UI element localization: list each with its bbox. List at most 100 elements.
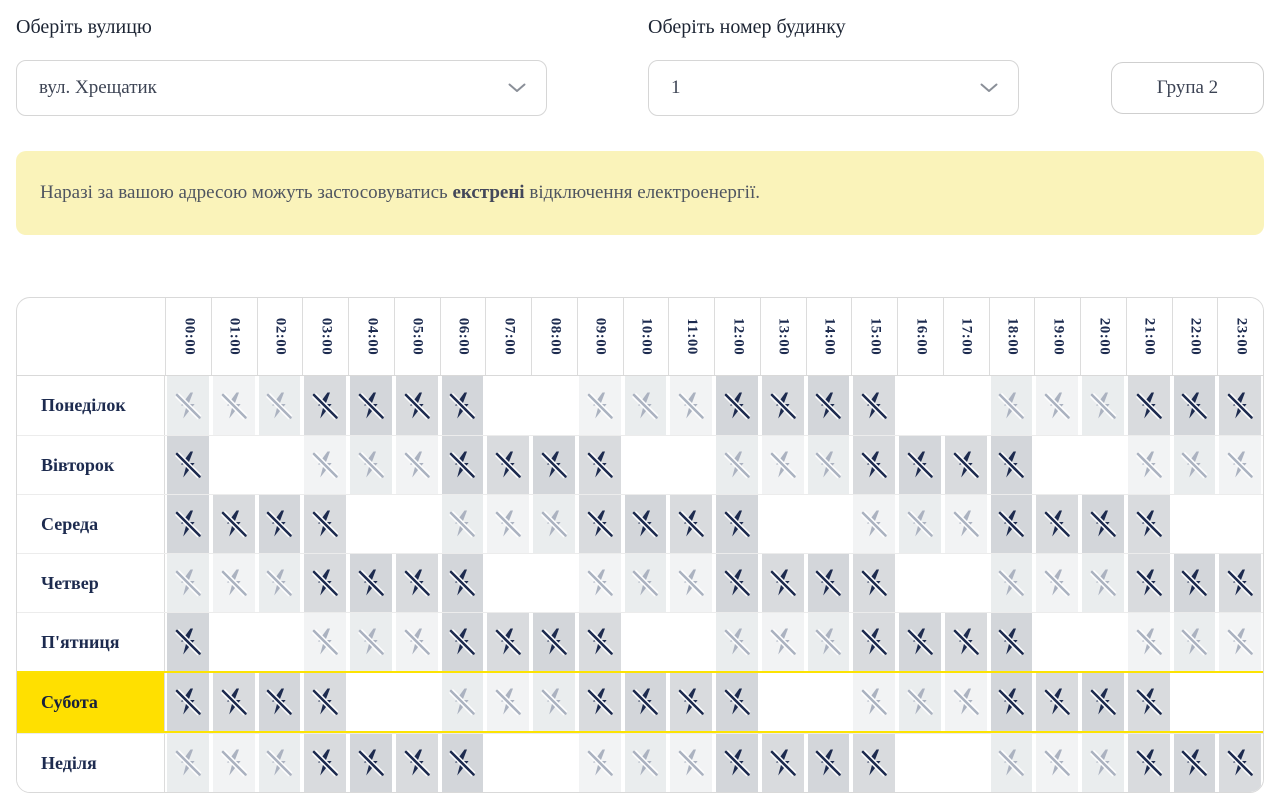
schedule-cell <box>393 376 440 435</box>
crossed-lightning-icon <box>265 687 293 717</box>
schedule-cell <box>576 436 623 494</box>
crossed-lightning-icon <box>265 391 293 421</box>
hour-header-09: 09:00 <box>576 298 623 375</box>
crossed-lightning-icon <box>677 509 705 539</box>
crossed-lightning-icon <box>1226 568 1254 598</box>
day-label: Вівторок <box>17 436 165 494</box>
schedule-cell <box>302 495 348 553</box>
crossed-lightning-icon <box>814 450 842 480</box>
schedule-cell <box>1217 436 1263 494</box>
schedule-cell <box>668 436 714 494</box>
crossed-lightning-icon <box>174 627 202 657</box>
schedule-cell <box>485 613 531 671</box>
schedule-cell <box>210 613 257 671</box>
schedule-cell <box>988 554 1035 612</box>
schedule-cell <box>988 673 1035 731</box>
crossed-lightning-icon <box>448 509 476 539</box>
schedule-cell <box>1125 554 1172 612</box>
schedule-cell <box>302 673 348 731</box>
house-field: Оберіть номер будинку 1 <box>648 14 1019 116</box>
crossed-lightning-icon <box>723 391 751 421</box>
schedule-cell <box>210 436 257 494</box>
schedule-cell <box>1125 376 1172 435</box>
crossed-lightning-icon <box>448 450 476 480</box>
schedule-cell <box>531 554 577 612</box>
crossed-lightning-icon <box>220 509 248 539</box>
crossed-lightning-icon <box>952 627 980 657</box>
schedule-cell <box>714 495 760 553</box>
schedule-cell <box>942 734 989 792</box>
schedule-cell <box>439 734 486 792</box>
crossed-lightning-icon <box>448 687 476 717</box>
street-select[interactable]: вул. Хрещатик <box>16 60 547 116</box>
schedule-cell <box>1171 554 1218 612</box>
crossed-lightning-icon <box>174 748 202 778</box>
hour-header-11: 11:00 <box>668 298 714 375</box>
schedule-cell <box>210 495 257 553</box>
schedule-cell <box>1171 734 1218 792</box>
schedule-cell <box>348 376 394 435</box>
crossed-lightning-icon <box>311 748 339 778</box>
schedule-cell <box>256 554 303 612</box>
schedule-cell <box>897 436 943 494</box>
schedule-cell <box>1125 436 1172 494</box>
crossed-lightning-icon <box>174 509 202 539</box>
crossed-lightning-icon <box>174 568 202 598</box>
crossed-lightning-icon <box>448 748 476 778</box>
crossed-lightning-icon <box>448 391 476 421</box>
crossed-lightning-icon <box>494 687 522 717</box>
schedule-cell <box>622 734 669 792</box>
schedule-cell <box>256 436 303 494</box>
schedule-cell <box>393 554 440 612</box>
hour-header-00: 00:00 <box>165 298 211 375</box>
crossed-lightning-icon <box>174 450 202 480</box>
schedule-cell <box>439 673 486 731</box>
schedule-cell <box>668 613 714 671</box>
crossed-lightning-icon <box>677 687 705 717</box>
schedule-cell <box>668 673 714 731</box>
schedule-cell <box>210 734 257 792</box>
crossed-lightning-icon <box>631 687 659 717</box>
crossed-lightning-icon <box>1089 509 1117 539</box>
schedule-cell <box>576 554 623 612</box>
schedule-cell <box>805 376 852 435</box>
crossed-lightning-icon <box>997 509 1025 539</box>
crossed-lightning-icon <box>311 568 339 598</box>
schedule-cell <box>302 376 348 435</box>
schedule-cell <box>805 495 852 553</box>
schedule-cell <box>1217 554 1263 612</box>
schedule-cell <box>714 554 760 612</box>
schedule-cell <box>805 436 852 494</box>
schedule-cell <box>759 554 806 612</box>
crossed-lightning-icon <box>814 391 842 421</box>
schedule-cell <box>805 734 852 792</box>
crossed-lightning-icon <box>403 450 431 480</box>
schedule-cell <box>1171 436 1218 494</box>
crossed-lightning-icon <box>1089 687 1117 717</box>
crossed-lightning-icon <box>586 687 614 717</box>
crossed-lightning-icon <box>1089 748 1117 778</box>
house-select[interactable]: 1 <box>648 60 1019 116</box>
schedule-cell <box>348 673 394 731</box>
schedule-cell <box>256 495 303 553</box>
schedule-cell <box>942 673 989 731</box>
schedule-row: Субота <box>17 671 1263 733</box>
schedule-cell <box>348 495 394 553</box>
schedule-row: Середа <box>17 494 1263 553</box>
schedule-cell <box>485 495 531 553</box>
schedule-cell <box>851 436 897 494</box>
day-label: Понеділок <box>17 376 165 435</box>
schedule-cell <box>165 673 211 731</box>
crossed-lightning-icon <box>494 450 522 480</box>
schedule-cell <box>942 495 989 553</box>
schedule-cell <box>165 554 211 612</box>
street-field: Оберіть вулицю вул. Хрещатик <box>16 14 547 116</box>
outage-schedule-table: 00:00 01:00 02:00 03:00 04:00 05:00 06:00 07:00… <box>16 297 1264 793</box>
crossed-lightning-icon <box>311 687 339 717</box>
crossed-lightning-icon <box>1043 391 1071 421</box>
schedule-cell <box>759 495 806 553</box>
schedule-cell <box>439 376 486 435</box>
schedule-cell <box>942 376 989 435</box>
schedule-cell <box>1080 554 1126 612</box>
crossed-lightning-icon <box>403 748 431 778</box>
